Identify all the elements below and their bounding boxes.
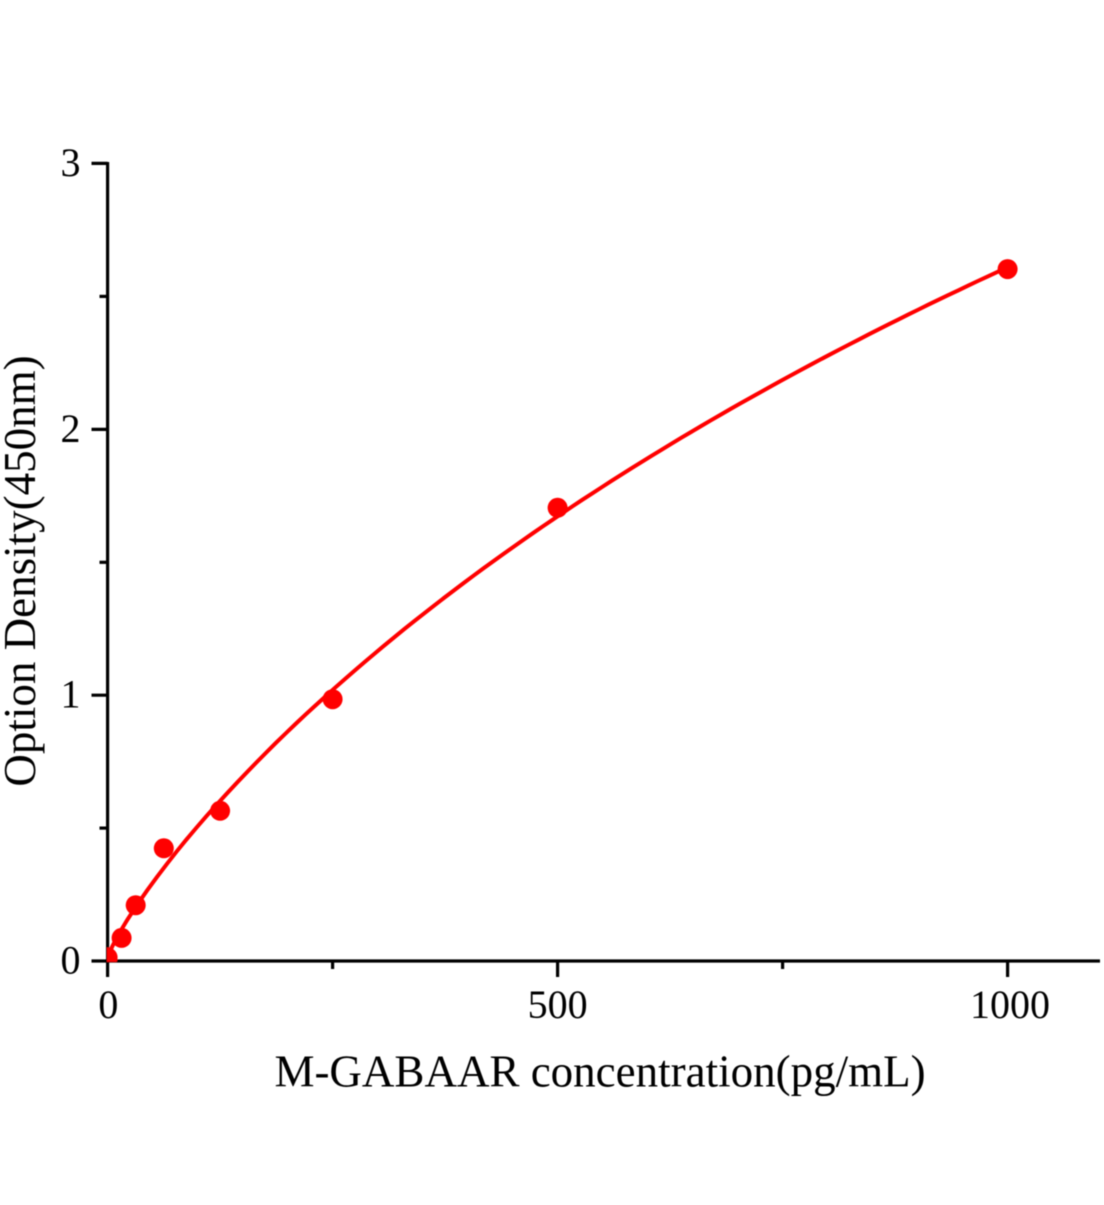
svg-text:2: 2 bbox=[61, 406, 81, 451]
svg-text:1000: 1000 bbox=[970, 982, 1050, 1027]
svg-text:Option Density(450nm): Option Density(450nm) bbox=[0, 355, 45, 786]
svg-text:500: 500 bbox=[528, 982, 588, 1027]
svg-text:0: 0 bbox=[61, 938, 81, 983]
svg-text:0: 0 bbox=[98, 982, 118, 1027]
svg-text:3: 3 bbox=[61, 140, 81, 185]
svg-text:M-GABAAR concentration(pg/mL): M-GABAAR concentration(pg/mL) bbox=[274, 1047, 925, 1097]
svg-text:1: 1 bbox=[61, 672, 81, 717]
